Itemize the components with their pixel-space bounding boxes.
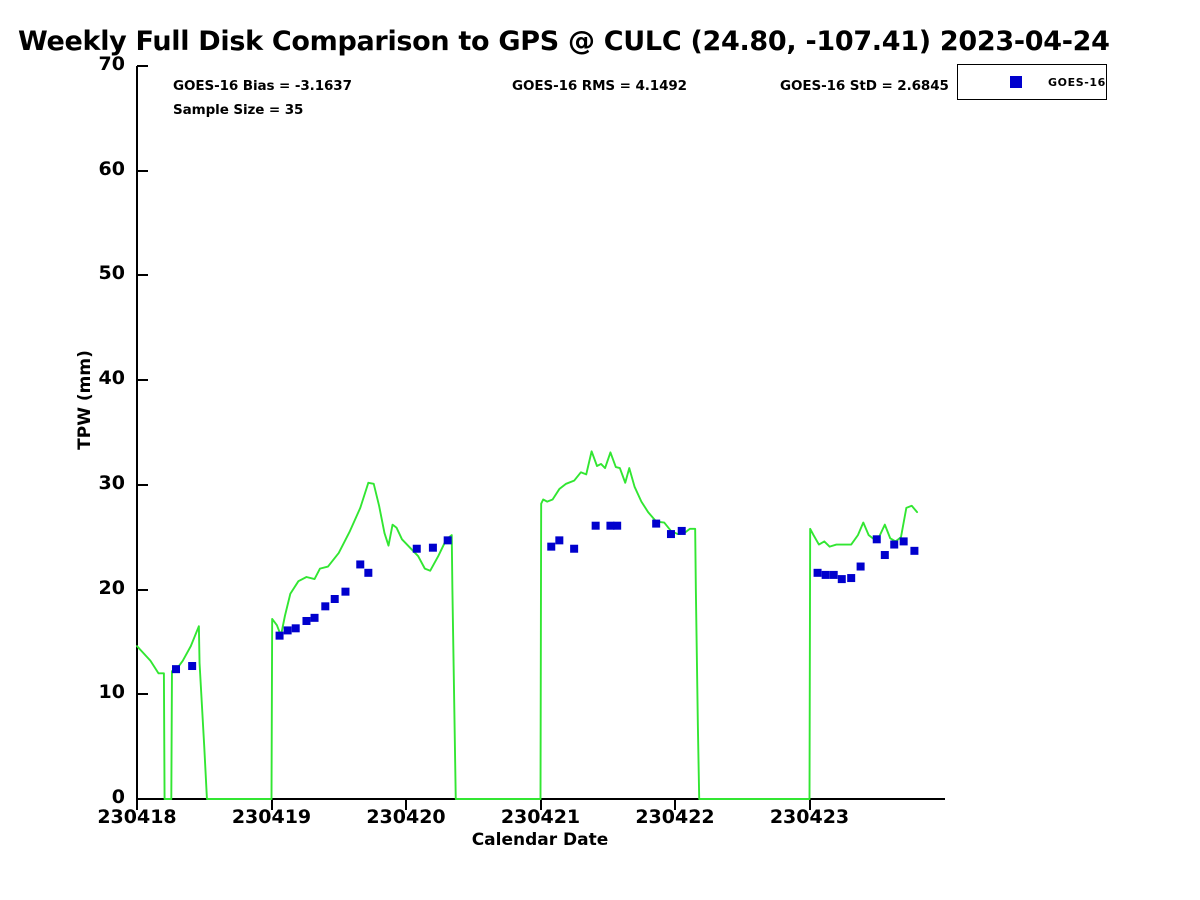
stat-std: GOES-16 StD = 2.6845 (780, 78, 949, 94)
data-point (652, 519, 661, 528)
x-tick-label-230419: 230419 (231, 806, 312, 828)
data-point (412, 544, 421, 553)
y-tick-label-20: 20 (98, 576, 125, 599)
data-point (547, 542, 556, 551)
y-tick-label-0: 0 (111, 786, 125, 808)
y-tick-label-70: 70 (98, 53, 125, 75)
x-tick-230420 (405, 799, 407, 810)
x-axis-label: Calendar Date (471, 830, 609, 850)
y-tick-label-40: 40 (98, 367, 125, 390)
chart-title: Weekly Full Disk Comparison to GPS @ CUL… (18, 26, 1110, 57)
data-point (302, 616, 311, 625)
x-tick-230418 (136, 799, 138, 810)
data-point (356, 560, 365, 569)
y-tick-30 (137, 483, 148, 486)
data-point (899, 537, 908, 546)
stat-bias: GOES-16 Bias = -3.1637 (173, 78, 352, 94)
x-tick-label-230418: 230418 (97, 806, 177, 828)
data-point (321, 602, 330, 611)
x-tick-label-230422: 230422 (635, 806, 715, 828)
data-point (275, 631, 284, 640)
data-point (677, 526, 686, 535)
data-point (872, 535, 881, 544)
y-tick-70 (137, 65, 148, 67)
legend-label-goes16: GOES-16 (1048, 75, 1106, 89)
x-tick-230423 (808, 799, 811, 810)
x-tick-label-230421: 230421 (500, 806, 581, 828)
data-point (188, 662, 197, 671)
data-point (613, 521, 622, 530)
data-point (837, 575, 846, 584)
data-point (813, 568, 822, 577)
data-point (591, 521, 600, 530)
stat-rms: GOES-16 RMS = 4.1492 (512, 78, 687, 94)
series-markers-goes-16 (172, 519, 919, 674)
data-point (910, 546, 919, 555)
y-axis-line (136, 66, 138, 800)
data-point (428, 543, 437, 552)
x-tick-230421 (539, 799, 542, 810)
data-point (364, 568, 373, 577)
data-point (330, 595, 339, 603)
data-point (172, 665, 181, 674)
stat-sample-size: Sample Size = 35 (173, 102, 304, 118)
x-tick-label-230423: 230423 (769, 806, 850, 828)
y-tick-0 (137, 798, 148, 800)
data-point (829, 570, 838, 579)
data-point (880, 551, 889, 560)
y-tick-20 (137, 588, 148, 591)
data-point (821, 570, 830, 579)
data-point (606, 521, 615, 530)
legend: GOES-16 (957, 64, 1107, 100)
y-tick-50 (137, 274, 148, 277)
data-point (847, 574, 856, 583)
y-tick-label-10: 10 (98, 681, 125, 704)
data-point (341, 587, 350, 596)
y-tick-label-50: 50 (98, 262, 125, 285)
data-point (291, 624, 300, 633)
y-tick-label-30: 30 (98, 471, 125, 494)
data-point (283, 626, 292, 635)
data-point (856, 562, 865, 571)
data-point (890, 540, 899, 549)
y-tick-40 (137, 379, 148, 382)
y-tick-60 (137, 169, 148, 172)
x-tick-label-230420: 230420 (366, 806, 446, 828)
data-point (666, 530, 675, 539)
x-tick-230419 (270, 799, 273, 810)
legend-marker-goes16 (1010, 76, 1022, 88)
data-point (443, 536, 452, 545)
x-tick-230422 (674, 799, 676, 810)
data-point (310, 613, 319, 622)
y-tick-10 (137, 693, 148, 696)
data-point (570, 544, 579, 553)
data-point (555, 536, 564, 545)
y-tick-label-60: 60 (98, 157, 125, 180)
series-line-gps (136, 450, 919, 800)
